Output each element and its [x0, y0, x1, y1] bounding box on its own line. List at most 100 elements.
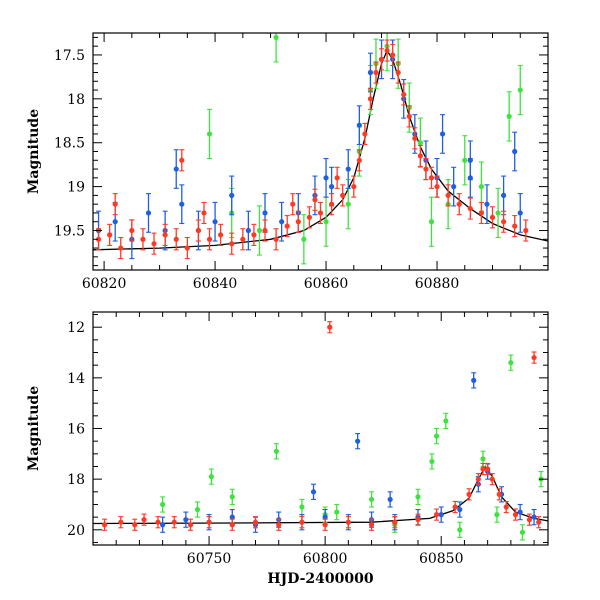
bottom-green-point-16 [519, 529, 526, 535]
top-green-point-19 [506, 113, 512, 119]
top-red-point-39 [445, 192, 451, 198]
bottom-red-point-24 [496, 491, 502, 497]
top-green-point-17 [478, 184, 485, 190]
top-blue-point-28 [517, 210, 523, 216]
bottom-red-point-27 [526, 517, 533, 523]
top-green-point-20 [517, 87, 523, 93]
top-red-point-45 [512, 223, 518, 229]
bottom-ytick-label-14: 14 [67, 371, 85, 387]
top-red-point-44 [501, 219, 507, 225]
top-red-point-15 [262, 227, 268, 234]
top-blue-point-17 [367, 69, 374, 76]
top-red-point-24 [356, 157, 362, 163]
top-red-point-20 [317, 210, 324, 216]
bottom-red-point-29 [327, 324, 333, 330]
top-red-point-8 [184, 245, 190, 251]
top-green-point-3 [256, 227, 263, 234]
top-red-point-6 [162, 232, 168, 238]
bottom-series-blue [160, 372, 537, 533]
top-red-point-52 [334, 175, 340, 181]
top-red-point-47 [112, 201, 118, 207]
top-red-point-0 [95, 236, 102, 242]
top-red-point-51 [312, 197, 318, 203]
top-green-point-0 [273, 34, 279, 40]
top-red-point-48 [179, 157, 185, 163]
top-red-point-42 [478, 210, 485, 216]
bottom-red-point-2 [132, 522, 138, 528]
top-blue-point-31 [439, 131, 446, 137]
bottom-ytick-label-12: 12 [67, 320, 85, 336]
bottom-ytick-label-16: 16 [67, 422, 85, 438]
top-blue-point-24 [451, 184, 457, 190]
top-panel: 60820 60840 60860 60880 17.5 18 18.5 19 19.5 Magn… [26, 32, 549, 292]
top-series-red [95, 39, 529, 260]
bottom-blue-point-22 [387, 496, 393, 503]
top-red-point-41 [467, 205, 473, 212]
bottom-frame [92, 311, 549, 546]
bottom-red-point-13 [345, 519, 351, 525]
top-blue-point-3 [145, 210, 152, 216]
top-blue-point-8 [229, 192, 235, 198]
top-green-point-5 [323, 219, 329, 225]
top-red-point-18 [295, 219, 301, 225]
top-ytick-label-18.5: 18.5 [54, 136, 85, 152]
bottom-blue-point-15 [355, 438, 361, 444]
bottom-green-point-3 [229, 494, 235, 500]
top-red-point-43 [489, 214, 496, 220]
bottom-red-point-9 [252, 519, 259, 525]
top-blue-point-5 [179, 201, 185, 207]
top-blue-point-27 [501, 192, 507, 198]
bottom-blue-point-14 [471, 377, 477, 383]
top-blue-point-10 [262, 210, 268, 216]
bottom-red-point-6 [187, 522, 194, 528]
bottom-ytick-label-18: 18 [67, 472, 85, 488]
top-red-point-40 [456, 201, 462, 207]
bottom-green-point-1 [194, 506, 201, 513]
top-red-point-19 [306, 214, 313, 220]
bottom-green-point-7 [368, 496, 375, 503]
bottom-red-point-11 [299, 519, 305, 525]
bottom-series-green [160, 354, 544, 541]
bottom-red-point-14 [368, 522, 375, 528]
bottom-green-point-4 [273, 448, 279, 454]
bottom-red-point-18 [452, 504, 458, 510]
top-red-point-5 [151, 241, 157, 247]
top-plot-area [93, 33, 548, 265]
top-red-point-7 [173, 236, 179, 242]
top-red-point-26 [367, 96, 374, 102]
bottom-green-point-14 [494, 512, 500, 518]
top-red-point-1 [107, 232, 113, 238]
top-blue-point-9 [245, 227, 251, 234]
top-red-point-21 [328, 201, 335, 207]
top-blue-point-16 [356, 122, 362, 128]
top-red-point-38 [434, 184, 440, 190]
bottom-green-point-10 [443, 418, 449, 424]
top-red-point-22 [340, 192, 346, 198]
bottom-ylabel: Magnitude [26, 386, 42, 471]
top-red-point-13 [240, 236, 246, 242]
bottom-red-point-5 [171, 519, 177, 525]
top-red-point-49 [201, 210, 207, 216]
bottom-green-point-8 [415, 494, 421, 500]
top-frame [92, 32, 549, 271]
bottom-red-point-4 [155, 519, 161, 525]
bottom-blue-point-1 [183, 517, 189, 523]
top-red-point-4 [140, 236, 146, 242]
bottom-xtick-label-60800: 60800 [303, 551, 348, 567]
bottom-green-point-0 [160, 501, 166, 508]
top-red-point-29 [384, 47, 390, 54]
bottom-red-point-19 [466, 491, 472, 497]
top-xtick-label-60880: 60880 [415, 276, 460, 292]
top-blue-point-11 [279, 219, 285, 225]
bottom-plot-area [93, 321, 548, 541]
top-ytick-label-19.5: 19.5 [54, 224, 85, 240]
top-red-point-25 [362, 131, 368, 137]
top-blue-point-26 [484, 201, 490, 207]
top-red-point-12 [229, 241, 235, 247]
bottom-series-red [102, 321, 542, 531]
bottom-blue-point-21 [310, 489, 317, 495]
top-green-point-13 [417, 140, 423, 146]
top-green-point-6 [345, 201, 351, 207]
bottom-red-point-30 [531, 354, 537, 361]
